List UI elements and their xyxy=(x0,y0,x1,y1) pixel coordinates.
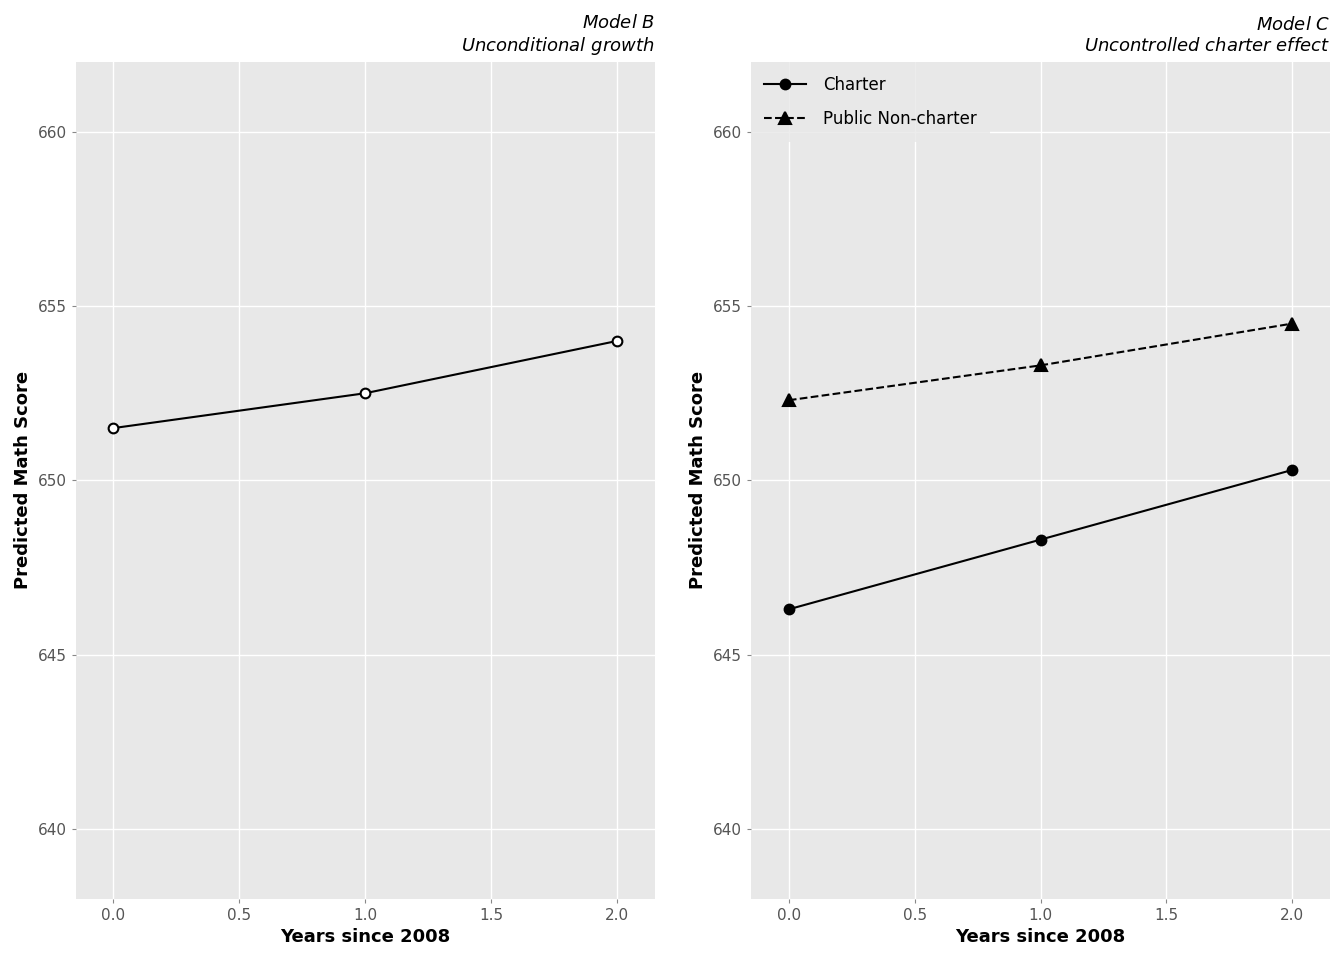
Charter xyxy=(781,604,797,615)
Line: Public Non-charter: Public Non-charter xyxy=(784,318,1298,406)
Charter xyxy=(1285,464,1301,475)
Legend: Charter, Public Non-charter: Charter, Public Non-charter xyxy=(751,62,989,141)
Text: $\it{Model\ C}$
$\it{Uncontrolled\ charter\ effect}$: $\it{Model\ C}$ $\it{Uncontrolled\ chart… xyxy=(1085,16,1331,55)
Text: $\it{Model\ B}$
$\it{Unconditional\ growth}$: $\it{Model\ B}$ $\it{Unconditional\ grow… xyxy=(461,13,655,57)
Y-axis label: Predicted Math Score: Predicted Math Score xyxy=(13,372,32,589)
Public Non-charter xyxy=(781,395,797,406)
Y-axis label: Predicted Math Score: Predicted Math Score xyxy=(689,372,707,589)
Public Non-charter xyxy=(1032,360,1048,372)
Line: Charter: Charter xyxy=(784,465,1297,614)
X-axis label: Years since 2008: Years since 2008 xyxy=(280,928,450,947)
Charter xyxy=(1032,534,1048,545)
Public Non-charter xyxy=(1285,318,1301,329)
X-axis label: Years since 2008: Years since 2008 xyxy=(956,928,1126,947)
